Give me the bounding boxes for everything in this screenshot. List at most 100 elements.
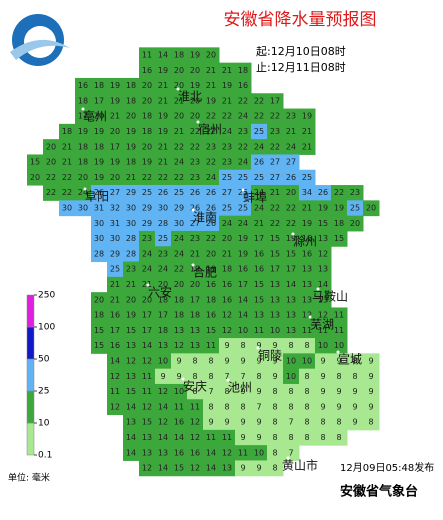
cell xyxy=(203,108,220,125)
cell xyxy=(139,338,156,354)
cell-value: 9 xyxy=(224,357,229,366)
cell xyxy=(219,276,236,293)
cell-value: 17 xyxy=(270,265,280,274)
cell-value: 19 xyxy=(158,112,168,121)
cell-value: 13 xyxy=(318,234,328,243)
cell-value: 8 xyxy=(240,402,245,411)
cell xyxy=(251,353,268,370)
cell-value: 20 xyxy=(142,81,152,90)
cell-value: 13 xyxy=(318,265,328,274)
cell xyxy=(251,200,268,217)
cell xyxy=(251,215,268,232)
cell-value: 8 xyxy=(224,387,229,396)
cell xyxy=(267,215,284,232)
cell xyxy=(219,399,236,416)
cell xyxy=(123,246,140,263)
cell-value: 20 xyxy=(366,204,376,213)
cell-value: 22 xyxy=(206,112,216,121)
cell-value: 30 xyxy=(126,204,136,213)
cell xyxy=(235,62,252,79)
cell xyxy=(219,154,236,171)
cell xyxy=(75,185,92,201)
cell-value: 12 xyxy=(110,402,120,411)
cell-value: 13 xyxy=(270,280,280,289)
cell xyxy=(59,139,76,155)
cell-value: 20 xyxy=(46,142,56,151)
cell-value: 9 xyxy=(160,372,165,381)
cell xyxy=(155,261,172,278)
cell xyxy=(203,307,220,324)
cell xyxy=(331,307,348,324)
cell-value: 19 xyxy=(190,265,200,274)
cell xyxy=(107,93,124,110)
cell-value: 19 xyxy=(126,142,136,151)
cell-value: 15 xyxy=(270,249,280,258)
cell-value: 12 xyxy=(190,418,200,427)
cell xyxy=(139,383,156,400)
cell xyxy=(299,169,316,186)
cell xyxy=(219,322,236,339)
cell-value: 27 xyxy=(270,158,280,167)
cell-value: 25 xyxy=(142,188,152,197)
cell xyxy=(171,292,188,308)
cell-value: 8 xyxy=(272,464,277,473)
cell-value: 19 xyxy=(206,265,216,274)
cell-value: 22 xyxy=(46,173,56,182)
cell xyxy=(187,246,204,263)
cell-value: 9 xyxy=(224,341,229,350)
cell-value: 28 xyxy=(126,234,136,243)
cell-value: 25 xyxy=(238,204,248,213)
cell xyxy=(203,445,220,461)
cell-value: 21 xyxy=(190,249,200,258)
cell xyxy=(187,322,204,339)
cell xyxy=(331,368,348,385)
cell xyxy=(331,185,348,201)
cell-value: 10 xyxy=(270,326,280,335)
cell xyxy=(203,47,220,64)
cell xyxy=(299,292,316,308)
cell xyxy=(219,185,236,201)
cell xyxy=(315,261,332,278)
cell xyxy=(299,139,316,155)
cell-value: 8 xyxy=(208,372,213,381)
cell-value: 10 xyxy=(158,357,168,366)
cell xyxy=(43,185,60,201)
cell xyxy=(187,353,204,370)
cell-value: 19 xyxy=(94,173,104,182)
cell xyxy=(267,353,284,370)
cell-value: 9 xyxy=(368,387,373,396)
cell xyxy=(203,460,220,477)
cell xyxy=(187,200,204,217)
cell-value: 8 xyxy=(208,357,213,366)
cell-value: 21 xyxy=(206,81,216,90)
cell-value: 21 xyxy=(110,280,120,289)
cell xyxy=(299,368,316,385)
cell-value: 11 xyxy=(110,387,120,396)
cell xyxy=(139,445,156,461)
cell-value: 8 xyxy=(208,402,213,411)
cell-value: 17 xyxy=(270,96,280,105)
cell xyxy=(347,215,364,232)
cell-value: 8 xyxy=(192,387,197,396)
cell-value: 11 xyxy=(190,402,200,411)
cell xyxy=(75,108,92,125)
cell-value: 26 xyxy=(286,173,296,182)
cell-value: 9 xyxy=(352,418,357,427)
cell xyxy=(251,108,268,125)
cell xyxy=(267,139,284,155)
cell-value: 14 xyxy=(238,311,248,320)
cell xyxy=(107,368,124,385)
cell xyxy=(123,200,140,217)
cell xyxy=(283,108,300,125)
cell xyxy=(107,169,124,186)
cell-value: 19 xyxy=(158,127,168,136)
cell-value: 18 xyxy=(334,219,344,228)
cell-value: 24 xyxy=(238,158,248,167)
cell-value: 25 xyxy=(222,173,232,182)
cell xyxy=(299,383,316,400)
cell-value: 19 xyxy=(238,249,248,258)
cell-value: 22 xyxy=(270,142,280,151)
cell-value: 8 xyxy=(336,433,341,442)
cell xyxy=(75,139,92,155)
cell-value: 9 xyxy=(240,464,245,473)
